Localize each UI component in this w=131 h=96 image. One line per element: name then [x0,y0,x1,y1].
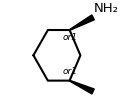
Polygon shape [69,80,94,94]
Text: NH₂: NH₂ [94,2,119,15]
Text: or1: or1 [62,33,77,42]
Polygon shape [69,15,94,30]
Text: or1: or1 [62,67,77,76]
